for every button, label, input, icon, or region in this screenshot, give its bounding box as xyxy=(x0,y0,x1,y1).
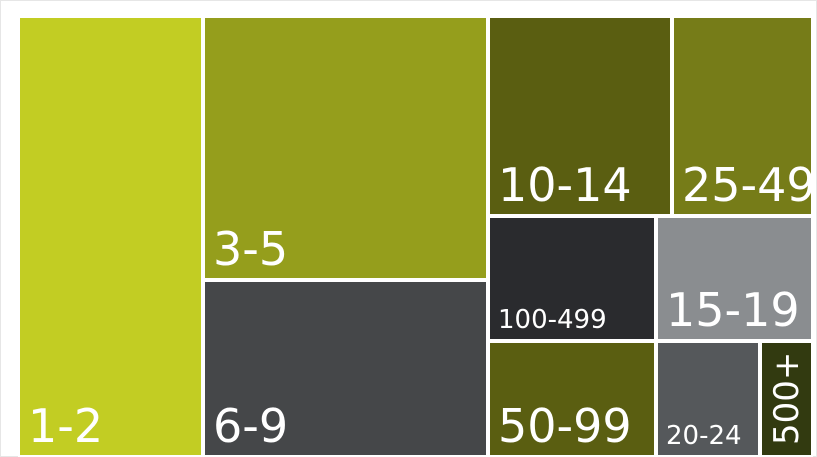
tile-label-20-24: 20-24 xyxy=(666,421,742,451)
tile-label-1-2: 1-2 xyxy=(28,399,104,453)
tile-label-25-49: 25-49 xyxy=(682,158,813,212)
tile-20-24[interactable]: 20-24 xyxy=(656,341,760,457)
tile-1-2[interactable]: 1-2 xyxy=(18,16,203,457)
tile-label-500-plus: 500+ xyxy=(766,351,807,445)
tile-label-10-14: 10-14 xyxy=(498,158,632,212)
tile-10-14[interactable]: 10-14 xyxy=(488,16,672,216)
tile-label-50-99: 50-99 xyxy=(498,399,632,453)
tile-6-9[interactable]: 6-9 xyxy=(203,280,488,457)
tile-500-plus[interactable]: 500+ xyxy=(760,341,813,457)
tile-3-5[interactable]: 3-5 xyxy=(203,16,488,280)
tile-label-6-9: 6-9 xyxy=(213,399,289,453)
tile-label-100-499: 100-499 xyxy=(498,305,607,335)
tile-label-15-19: 15-19 xyxy=(666,283,800,337)
tile-label-3-5: 3-5 xyxy=(213,222,289,276)
tile-15-19[interactable]: 15-19 xyxy=(656,216,813,341)
tile-25-49[interactable]: 25-49 xyxy=(672,16,813,216)
tile-50-99[interactable]: 50-99 xyxy=(488,341,656,457)
tile-100-499[interactable]: 100-499 xyxy=(488,216,656,341)
